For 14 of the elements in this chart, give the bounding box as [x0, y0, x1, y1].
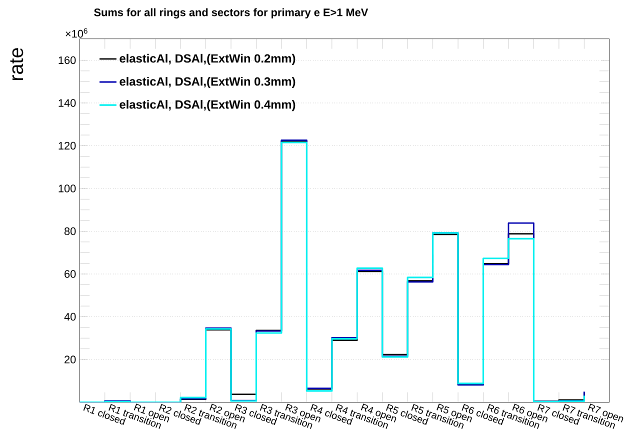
y-tick-label: 160 [58, 56, 76, 64]
legend-label: elasticAl, DSAl,(ExtWin 0.2mm) [120, 54, 296, 65]
legend-label: elasticAl, DSAl,(ExtWin 0.4mm) [120, 100, 296, 112]
text: ×10$^{6}$ [66, 28, 88, 38]
y-tick-label: 60 [64, 270, 76, 278]
y-tick-label: 100 [58, 184, 76, 192]
y-tick-label: 20 [64, 356, 76, 364]
y-tick-label: 120 [58, 142, 76, 150]
y-axis-title: rate [10, 48, 24, 80]
y-tick-label: 140 [58, 99, 76, 107]
legend-label: elasticAl, DSAl,(ExtWin 0.3mm) [120, 76, 296, 88]
y-tick-label: 40 [64, 312, 76, 321]
y-tick-label: 80 [64, 227, 76, 236]
chart-title: Sums for all rings and sectors for primary e E>1 MeV [94, 8, 368, 18]
